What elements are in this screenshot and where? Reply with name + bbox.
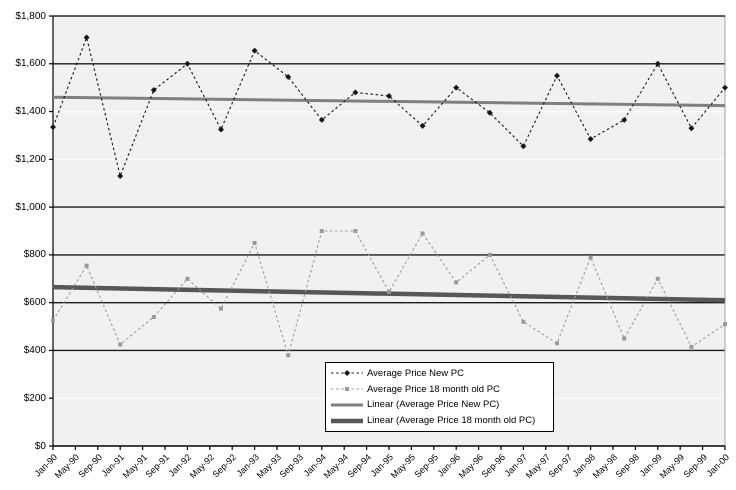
trendline-0	[52, 95, 726, 108]
series-marker-diamond	[218, 126, 224, 133]
series-marker-square	[487, 252, 492, 257]
series-marker-square	[51, 318, 55, 323]
legend-item: Linear (Average Price New PC)	[328, 397, 551, 412]
series-line-1	[52, 230, 726, 358]
series-marker-square	[219, 306, 223, 311]
series-marker-diamond	[419, 122, 426, 129]
series-marker-diamond	[83, 34, 90, 41]
legend-item: Average Price New PC	[328, 366, 551, 381]
y-axis-label: $0	[34, 440, 46, 452]
legend-label: Linear (Average Price 18 month old PC)	[367, 415, 536, 427]
series-marker-square	[555, 341, 559, 346]
legend-label: Average Price New PC	[367, 367, 464, 379]
y-axis-label: $600	[23, 297, 46, 309]
series-marker-diamond	[386, 93, 392, 99]
legend-label: Average Price 18 month old PC	[367, 383, 500, 395]
y-axis-label: $800	[23, 249, 46, 261]
series-marker-square	[84, 263, 89, 268]
series-line-0	[52, 35, 726, 178]
legend: Average Price New PC Average Price 18 mon…	[325, 362, 554, 432]
series-marker-square	[319, 229, 324, 233]
series-marker-square	[655, 276, 660, 281]
legend-symbol-dashed-line-diamond-marker-icon	[331, 370, 363, 377]
series-marker-diamond	[352, 89, 359, 96]
series-marker-square	[588, 255, 593, 260]
series-marker-square	[353, 229, 358, 233]
y-axis-label: $200	[23, 392, 46, 404]
series-marker-square	[521, 319, 526, 324]
y-axis-label: $1,600	[15, 58, 46, 70]
series-marker-diamond	[50, 124, 56, 131]
series-marker-square	[185, 276, 190, 281]
y-axis-label: $400	[23, 344, 46, 356]
legend-symbol-dashed-line-square-marker-icon	[331, 387, 363, 392]
series-marker-square	[151, 315, 156, 319]
y-axis-label: $1,800	[15, 10, 46, 22]
series-marker-diamond	[453, 84, 460, 91]
legend-item: Linear (Average Price 18 month old PC)	[328, 413, 551, 428]
series-marker-square	[723, 322, 727, 327]
y-axis-label: $1,000	[15, 201, 46, 213]
series-marker-diamond	[285, 73, 292, 80]
y-axis-label: $1,200	[15, 153, 46, 165]
legend-item: Average Price 18 month old PC	[328, 382, 551, 397]
series-marker-square	[118, 342, 123, 347]
series-marker-square	[252, 240, 257, 245]
series-marker-square	[622, 336, 627, 341]
series-marker-square	[454, 280, 459, 285]
y-axis-label: $1,400	[15, 106, 46, 118]
series-marker-square	[286, 353, 291, 358]
legend-label: Linear (Average Price New PC)	[367, 399, 500, 411]
legend-symbol-solid-thick-line-icon	[331, 418, 363, 423]
series-marker-square	[689, 344, 694, 349]
series-marker-square	[420, 231, 425, 236]
series-marker-square	[387, 289, 391, 294]
legend-symbol-solid-thin-line-icon	[331, 403, 363, 407]
